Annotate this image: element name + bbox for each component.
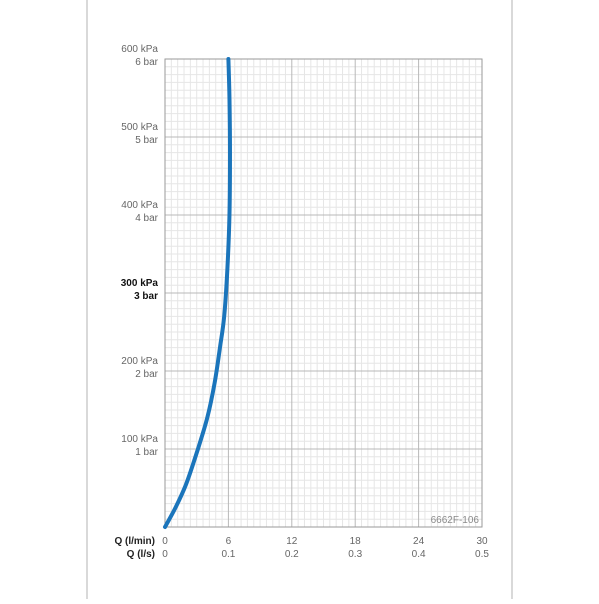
y-tick-label-kpa: 400 kPa [121,200,158,211]
x-tick-label-primary: 12 [286,536,298,547]
y-tick-label-bar: 4 bar [135,213,158,224]
y-tick-label-kpa: 600 kPa [121,44,158,55]
x-tick-label-secondary: 0.4 [412,549,426,560]
x-tick-label-secondary: 0.1 [221,549,235,560]
x-tick-label-primary: 0 [162,536,168,547]
series-line [163,57,232,529]
x-axis-label-primary: Q (l/min) [114,536,155,547]
x-tick-label-primary: 18 [350,536,362,547]
x-axis-labels: 0 0 6 0.1 12 0.2 18 0.3 24 0.4 30 0.5 [162,536,489,560]
y-tick-label-bar: 5 bar [135,135,158,146]
y-tick-label-kpa: 300 kPa [121,278,159,289]
x-tick-label-secondary: 0.3 [348,549,362,560]
chart-code-label: 6662F-106 [431,515,480,526]
x-tick-label-secondary: 0.5 [475,549,489,560]
right-border-line [511,0,513,599]
x-axis-label-secondary: Q (l/s) [127,549,155,560]
left-border-line [86,0,88,599]
y-tick-label-kpa: 100 kPa [121,434,158,445]
x-tick-label-primary: 6 [226,536,232,547]
x-tick-label-primary: 30 [476,536,488,547]
y-axis-labels: 100 kPa 1 bar 200 kPa 2 bar 300 kPa 3 bar 400 … [121,44,159,458]
y-tick-label-bar: 3 bar [134,291,158,302]
plot-area-border [164,58,483,528]
y-tick-label-kpa: 500 kPa [121,122,158,133]
y-tick-label-kpa: 200 kPa [121,356,158,367]
x-tick-label-secondary: 0 [162,549,168,560]
x-tick-label-primary: 24 [413,536,425,547]
y-tick-label-bar: 1 bar [135,447,158,458]
y-tick-label-bar: 2 bar [135,369,158,380]
y-tick-label-bar: 6 bar [135,57,158,68]
x-tick-label-secondary: 0.2 [285,549,299,560]
